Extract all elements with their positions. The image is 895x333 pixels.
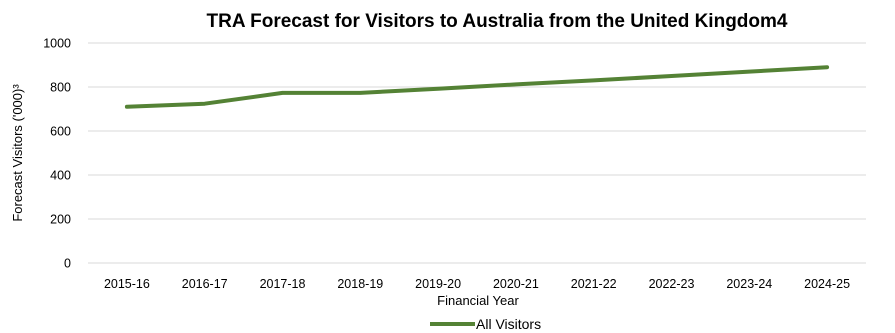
chart-title: TRA Forecast for Visitors to Australia f… — [207, 11, 788, 32]
gridlines — [88, 42, 866, 264]
series-layer — [124, 65, 830, 109]
y-tick-label: 600 — [50, 125, 71, 139]
y-tick-label: 200 — [50, 213, 71, 227]
x-tick-label: 2022-23 — [649, 277, 695, 291]
y-tick-label: 1000 — [43, 37, 71, 51]
x-tick-label: 2016-17 — [182, 277, 228, 291]
y-tick-label: 800 — [50, 81, 71, 95]
x-tick-label: 2024-25 — [804, 277, 850, 291]
x-tick-label: 2021-22 — [571, 277, 617, 291]
x-tick-label: 2019-20 — [415, 277, 461, 291]
x-tick-label: 2023-24 — [726, 277, 772, 291]
x-tick-label: 2017-18 — [260, 277, 306, 291]
series-line — [124, 65, 830, 109]
legend-label: All Visitors — [476, 316, 541, 332]
y-axis-ticks: 0 200 400 600 800 1000 — [43, 37, 71, 271]
x-axis-label: Financial Year — [437, 293, 519, 308]
legend: All Visitors — [430, 316, 541, 332]
y-axis-label: Forecast Visitors ('000)³ — [10, 84, 25, 222]
x-tick-label: 2015-16 — [104, 277, 150, 291]
x-axis-ticks: 2015-16 2016-17 2017-18 2018-19 2019-20 2020-… — [104, 277, 850, 291]
x-tick-label: 2018-19 — [337, 277, 383, 291]
y-tick-label: 400 — [50, 169, 71, 183]
y-tick-label: 0 — [64, 257, 71, 271]
x-tick-label: 2020-21 — [493, 277, 539, 291]
